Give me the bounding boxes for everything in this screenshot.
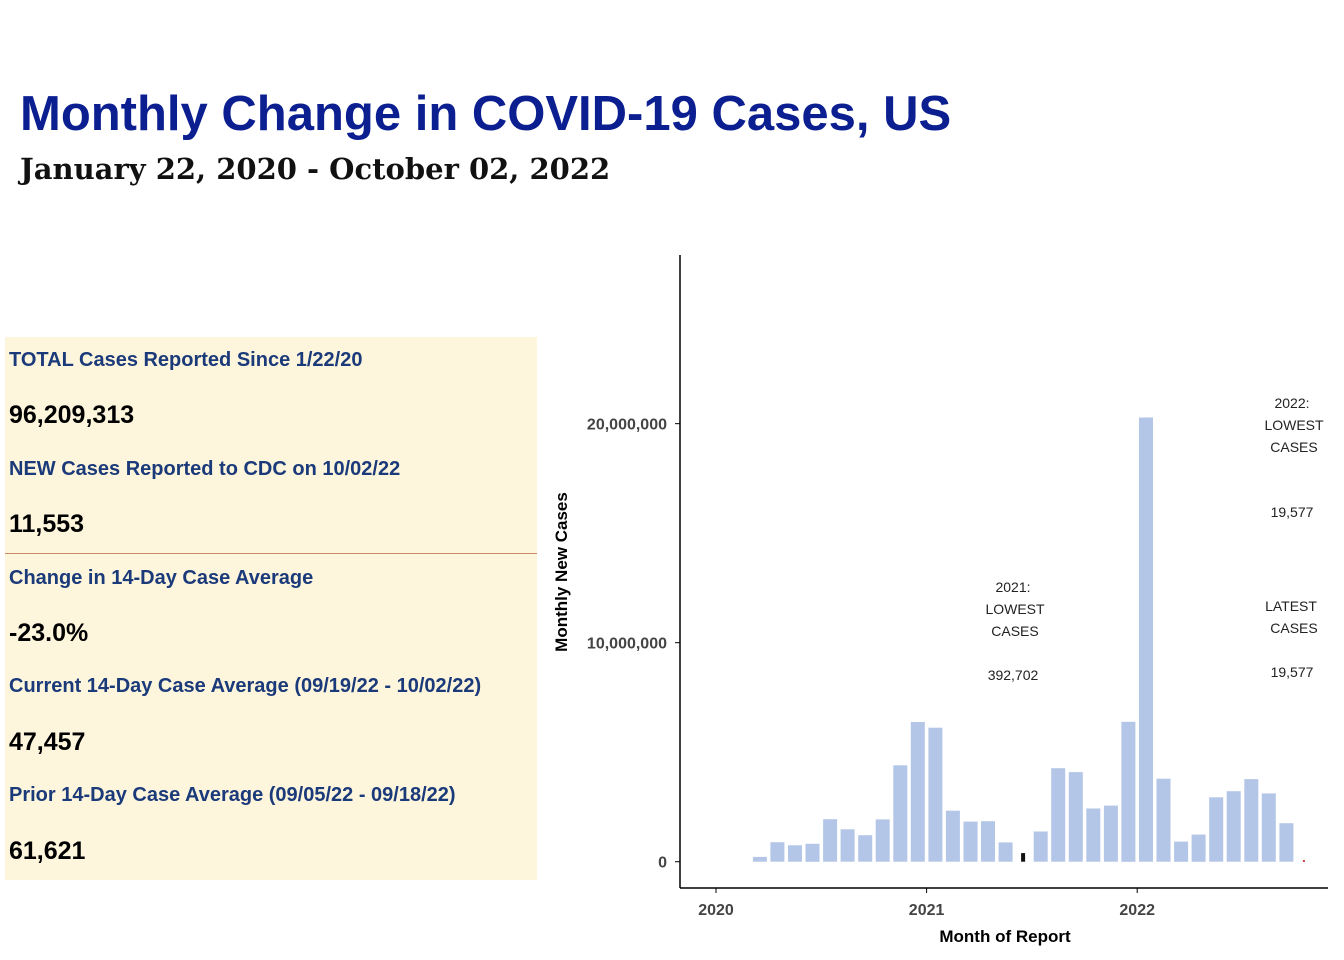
bar-2021-04 bbox=[981, 821, 995, 862]
current-average-label: Current 14-Day Case Average (09/19/22 - … bbox=[9, 675, 482, 697]
bar-2021-07 bbox=[1033, 831, 1048, 862]
change-label: Change in 14-Day Case Average bbox=[9, 567, 314, 589]
bar-2022-04 bbox=[1191, 834, 1206, 862]
bar-2022-08 bbox=[1261, 793, 1276, 862]
change-value: -23.0% bbox=[9, 619, 89, 647]
new-cases-label: NEW Cases Reported to CDC on 10/02/22 bbox=[9, 458, 401, 480]
current-average-value: 47,457 bbox=[9, 728, 86, 756]
prior-average-value: 61,621 bbox=[9, 837, 86, 865]
annotation-latest-line2: CASES bbox=[1270, 620, 1317, 636]
bar-2021-08 bbox=[1051, 768, 1066, 862]
bar-2021-06 bbox=[1021, 853, 1026, 862]
summary-panel: TOTAL Cases Reported Since 1/22/20 96,20… bbox=[5, 337, 537, 880]
bar-2022-02 bbox=[1156, 778, 1171, 862]
x-tick-label: 2022 bbox=[1119, 902, 1155, 919]
annotation-2022-lowest: 2022: LOWEST CASES 19,577 bbox=[1264, 395, 1324, 520]
new-cases-value: 11,553 bbox=[9, 510, 85, 538]
prior-average-label: Prior 14-Day Case Average (09/05/22 - 09… bbox=[9, 784, 456, 806]
date-range-subtitle: January 22, 2020 - October 02, 2022 bbox=[20, 152, 611, 186]
y-ticks-group: 0 10,000,000 20,000,000 bbox=[587, 417, 680, 872]
total-cases-value: 96,209,313 bbox=[9, 401, 135, 429]
bar-2022-05 bbox=[1209, 797, 1224, 862]
bar-2021-05 bbox=[998, 842, 1013, 862]
bar-2020-03 bbox=[752, 856, 767, 862]
bar-2020-06 bbox=[805, 843, 820, 862]
bar-2022-03 bbox=[1174, 841, 1189, 862]
annotation-2022-lowest-line1: 2022: bbox=[1274, 395, 1309, 411]
x-tick-label: 2021 bbox=[909, 902, 945, 919]
y-axis-label: Monthly New Cases bbox=[552, 492, 571, 652]
bar-2021-09 bbox=[1068, 772, 1083, 862]
bar-2021-11 bbox=[1103, 805, 1118, 862]
annotation-2022-lowest-line3: CASES bbox=[1270, 439, 1317, 455]
annotation-2022-lowest-value: 19,577 bbox=[1271, 504, 1314, 520]
bar-2020-12 bbox=[910, 722, 925, 862]
annotation-2022-lowest-line2: LOWEST bbox=[1264, 417, 1324, 433]
bar-2022-01 bbox=[1139, 417, 1153, 862]
annotation-latest: LATEST CASES 19,577 bbox=[1265, 598, 1318, 680]
bar-2020-10 bbox=[875, 819, 890, 862]
bar-2020-05 bbox=[788, 845, 802, 862]
bar-2022-07 bbox=[1244, 779, 1259, 862]
bar-2022-09 bbox=[1279, 823, 1294, 862]
x-ticks-group: 2020 2021 2022 bbox=[698, 888, 1155, 919]
bar-2020-11 bbox=[893, 765, 908, 862]
bars-group bbox=[752, 417, 1305, 862]
bar-2021-02 bbox=[945, 810, 960, 862]
bar-2020-04 bbox=[770, 842, 785, 862]
total-cases-label: TOTAL Cases Reported Since 1/22/20 bbox=[9, 349, 363, 371]
annotation-latest-value: 19,577 bbox=[1271, 664, 1314, 680]
annotation-2021-lowest: 2021: LOWEST CASES 392,702 bbox=[985, 579, 1045, 683]
annotation-2021-lowest-value: 392,702 bbox=[988, 667, 1039, 683]
bar-2021-10 bbox=[1086, 808, 1101, 862]
annotation-2021-lowest-line1: 2021: bbox=[995, 579, 1030, 595]
annotation-latest-line1: LATEST bbox=[1265, 598, 1317, 614]
y-tick-label: 0 bbox=[658, 855, 667, 872]
bar-2022-06 bbox=[1226, 791, 1241, 862]
bar-2020-09 bbox=[858, 835, 873, 862]
bar-2021-03 bbox=[963, 821, 978, 862]
annotation-2021-lowest-line2: LOWEST bbox=[985, 601, 1045, 617]
bar-2020-07 bbox=[823, 819, 838, 862]
bar-2022-10 bbox=[1302, 860, 1305, 862]
annotation-2021-lowest-line3: CASES bbox=[991, 623, 1038, 639]
page-title: Monthly Change in COVID-19 Cases, US bbox=[20, 87, 952, 141]
y-tick-label: 20,000,000 bbox=[587, 417, 667, 434]
x-tick-label: 2020 bbox=[698, 902, 734, 919]
bar-2020-08 bbox=[840, 829, 855, 862]
panel-divider bbox=[5, 553, 537, 554]
bar-2021-01 bbox=[928, 727, 943, 862]
y-tick-label: 10,000,000 bbox=[587, 636, 667, 653]
x-axis-label: Month of Report bbox=[939, 927, 1071, 946]
bar-2021-12 bbox=[1121, 721, 1136, 862]
